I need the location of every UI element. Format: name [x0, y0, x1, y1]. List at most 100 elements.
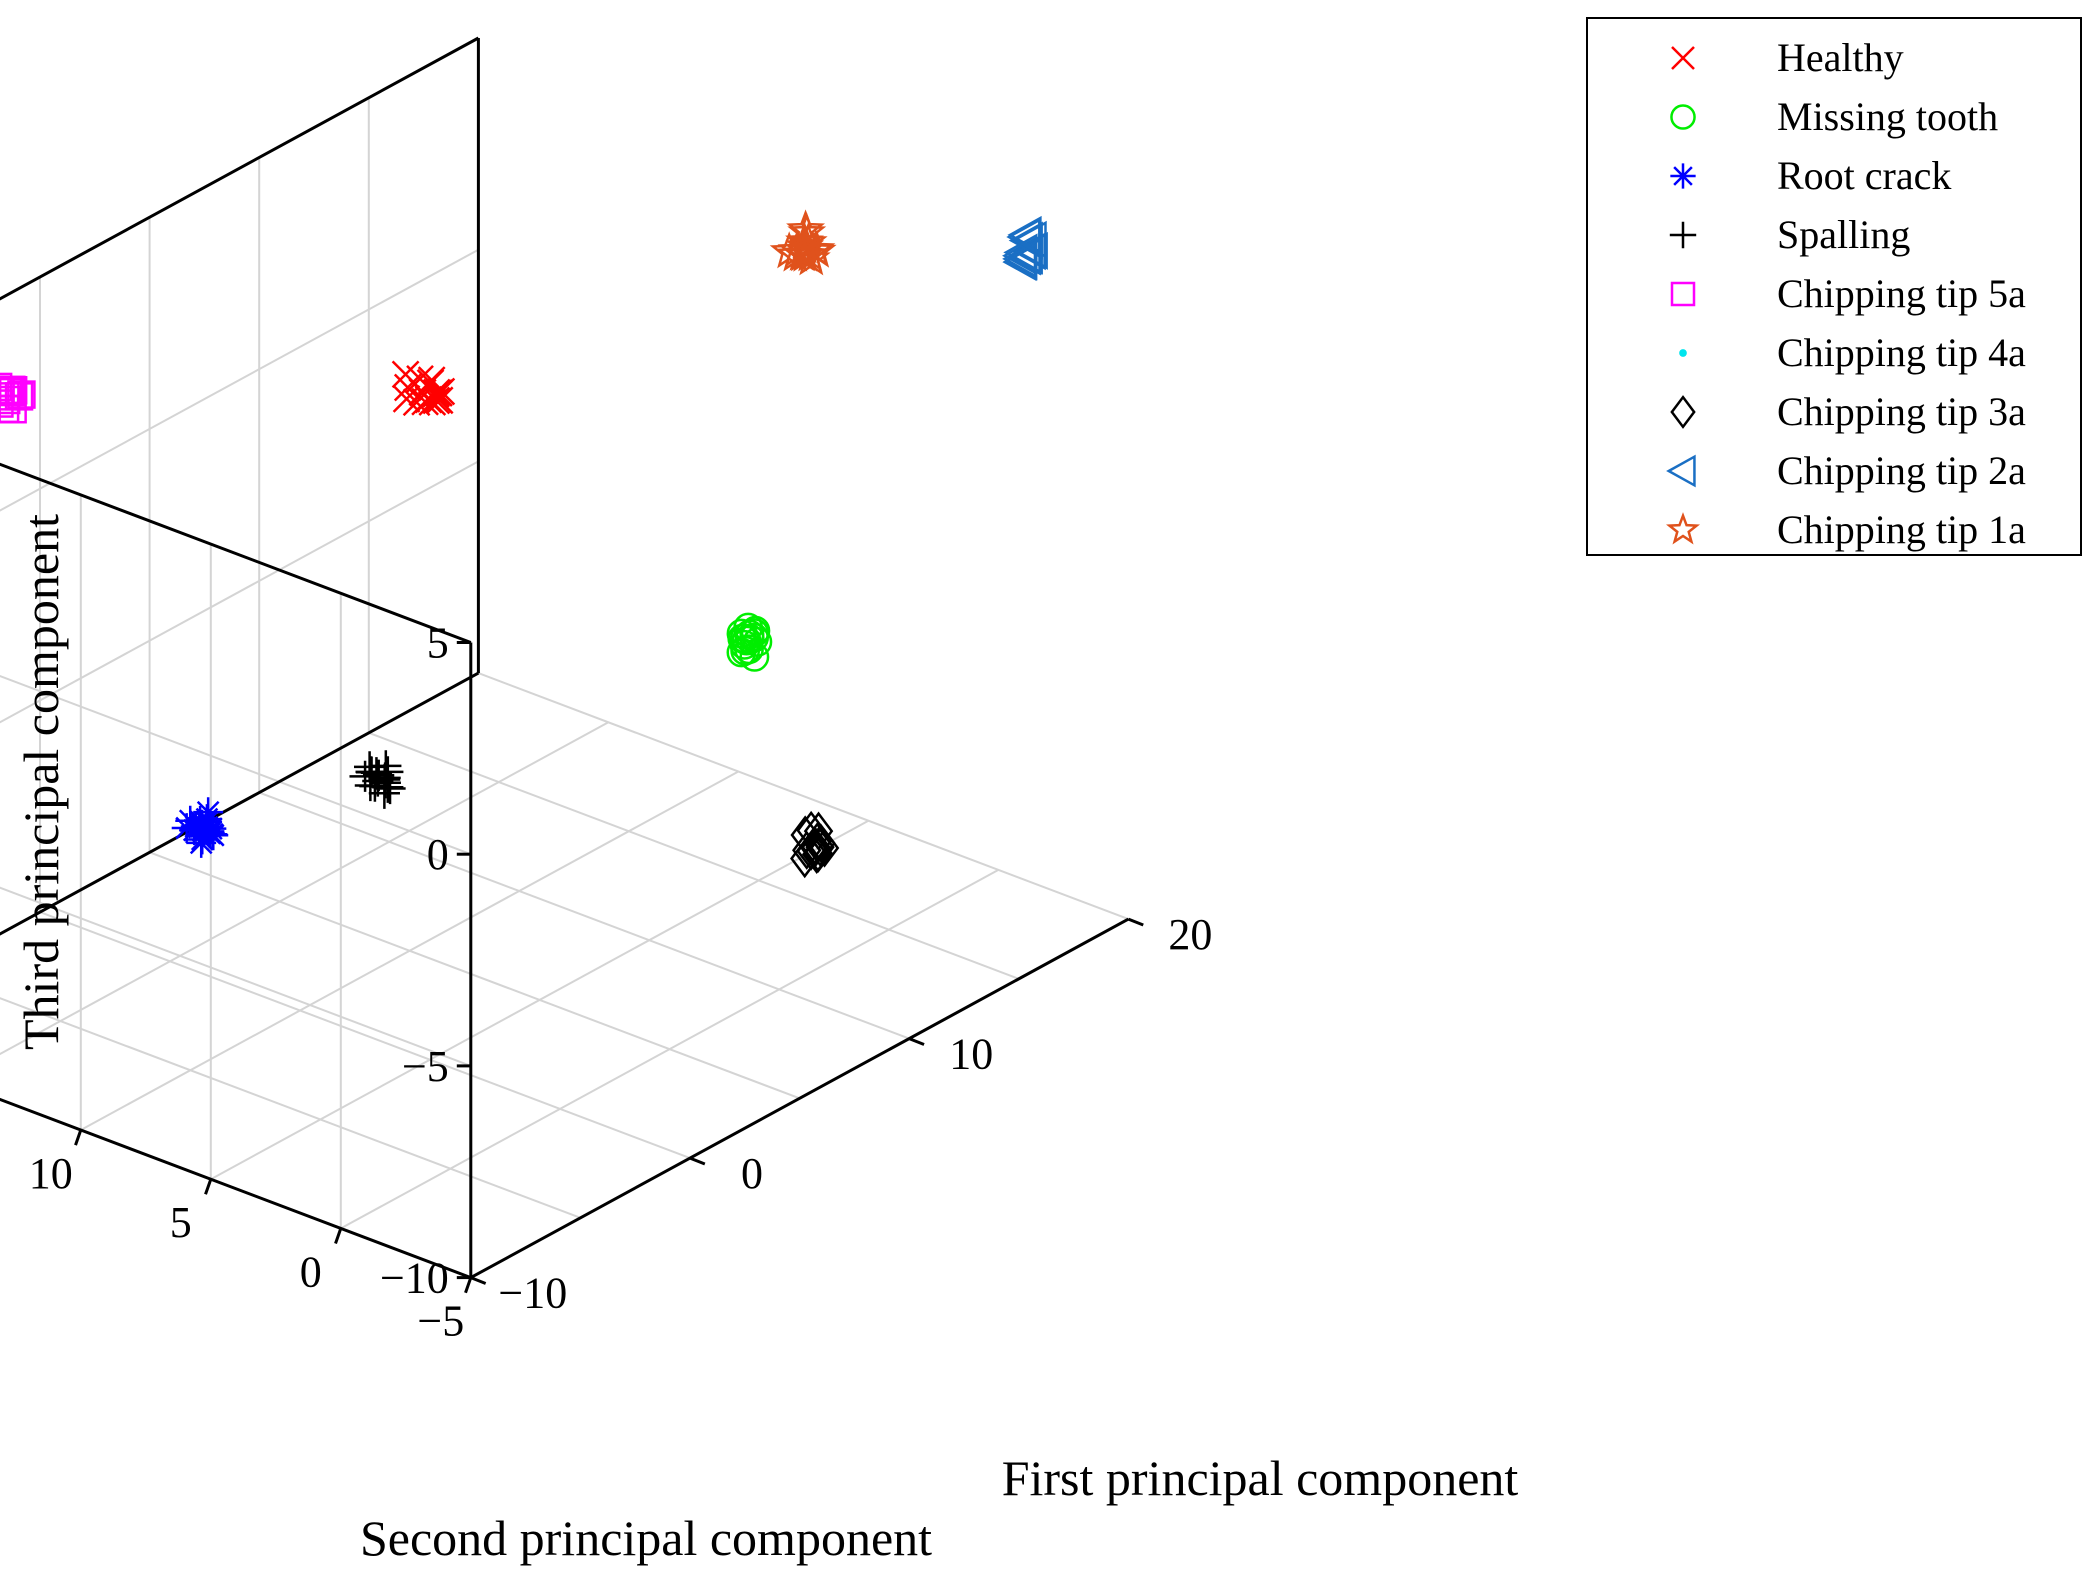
- grid-line: [210, 819, 869, 1181]
- data-point: [425, 386, 454, 415]
- x-axis-label: First principal component: [1002, 1450, 1519, 1506]
- legend-marker: [1666, 512, 1700, 545]
- y-tick: [204, 1178, 213, 1195]
- grid-line: [149, 851, 800, 1100]
- grid-line: [258, 791, 910, 1040]
- grid-line: [0, 248, 479, 512]
- x-tick: [1127, 917, 1144, 927]
- data-point: [727, 623, 758, 654]
- legend: Healthy Missing tooth Root crack Spalling Ch…: [1586, 17, 2082, 556]
- legend-label: Healthy: [1777, 35, 1904, 80]
- data-point: [803, 811, 834, 851]
- grid-line: [0, 997, 581, 1219]
- grid-line: [0, 460, 479, 724]
- legend-entry: Missing tooth: [1670, 94, 1998, 139]
- grid-line: [368, 731, 1020, 980]
- series-3: [349, 750, 406, 809]
- data-point: [785, 221, 824, 259]
- series-0: [391, 360, 456, 417]
- legend-box: [1586, 17, 2082, 556]
- legend-marker: [1670, 281, 1696, 307]
- y-tick-label: 10: [29, 1149, 73, 1198]
- z-axis-label: Third principal component: [13, 514, 69, 1050]
- grid-line: [0, 37, 479, 300]
- data-point: [354, 769, 386, 802]
- grid-lines: [0, 37, 1129, 1279]
- grid-line: [340, 869, 999, 1230]
- legend-marker: [1666, 454, 1696, 488]
- legend-marker: [1670, 163, 1696, 189]
- axes: [0, 36, 1144, 1294]
- data-markers: [0, 209, 1048, 879]
- data-point: [417, 366, 446, 395]
- data-point: [1003, 242, 1038, 281]
- data-point: [369, 762, 401, 794]
- x-tick-label: 10: [949, 1030, 993, 1079]
- grid-line: [0, 674, 472, 856]
- data-point: [0, 372, 13, 402]
- y-tick-label: 0: [300, 1247, 322, 1296]
- legend-label: Chipping tip 1a: [1777, 507, 2026, 552]
- z-tick-label: −5: [402, 1042, 449, 1091]
- x-tick: [689, 1156, 706, 1166]
- data-point: [392, 385, 421, 413]
- legend-label: Spalling: [1777, 212, 1910, 257]
- x-tick-label: 0: [741, 1149, 763, 1198]
- legend-entry: Spalling: [1669, 212, 1910, 257]
- legend-label: Chipping tip 2a: [1777, 448, 2026, 493]
- data-point: [739, 622, 770, 653]
- legend-marker: [1679, 349, 1687, 357]
- data-point: [187, 809, 218, 840]
- grid-line: [0, 886, 472, 1067]
- legend-label: Missing tooth: [1777, 94, 1998, 139]
- series-1: [726, 612, 773, 672]
- legend-marker: [1670, 104, 1696, 130]
- axis-edge: [0, 462, 472, 644]
- legend-entry: Healthy: [1671, 35, 1904, 80]
- y-tick: [464, 1277, 473, 1294]
- series-7: [1002, 215, 1048, 282]
- y-tick: [334, 1227, 343, 1244]
- legend-marker: [1670, 395, 1696, 429]
- grid-line: [0, 463, 472, 644]
- data-point: [783, 234, 823, 272]
- data-point: [1012, 220, 1047, 259]
- grid-line: [80, 770, 739, 1131]
- legend-marker: [1671, 46, 1695, 70]
- series-2: [171, 797, 229, 858]
- legend-label: Chipping tip 3a: [1777, 389, 2026, 434]
- legend-label: Chipping tip 4a: [1777, 330, 2026, 375]
- legend-marker: [1669, 221, 1697, 249]
- data-point: [769, 231, 809, 269]
- legend-entry: Chipping tip 2a: [1666, 448, 2026, 493]
- y-axis-line: [0, 1097, 472, 1280]
- series-4: [0, 372, 36, 424]
- grid-line: [0, 721, 609, 1056]
- y-tick-label: −5: [417, 1297, 464, 1346]
- y-tick: [74, 1129, 83, 1146]
- legend-entry: Chipping tip 1a: [1666, 507, 2026, 552]
- z-tick-label: 0: [427, 830, 449, 879]
- data-point: [0, 375, 26, 405]
- legend-entry: Chipping tip 3a: [1670, 389, 2026, 434]
- data-point: [786, 209, 826, 247]
- data-point: [806, 823, 836, 863]
- series-6: [790, 810, 840, 879]
- axis-edge: [0, 36, 480, 301]
- x-tick: [908, 1037, 925, 1046]
- data-point: [796, 810, 826, 851]
- grid-line: [478, 672, 1129, 921]
- series-8: [769, 209, 837, 276]
- z-tick-label: 5: [427, 619, 449, 668]
- x-axis-line: [470, 917, 1130, 1279]
- y-axis-label: Second principal component: [360, 1510, 932, 1566]
- legend-label: Root crack: [1777, 153, 1951, 198]
- x-tick-label: −10: [498, 1269, 567, 1318]
- y-tick-label: 5: [170, 1198, 192, 1247]
- legend-entry: Root crack: [1670, 153, 1951, 198]
- grid-line: [39, 911, 691, 1160]
- data-point: [0, 394, 20, 424]
- x-tick-label: 20: [1168, 910, 1212, 959]
